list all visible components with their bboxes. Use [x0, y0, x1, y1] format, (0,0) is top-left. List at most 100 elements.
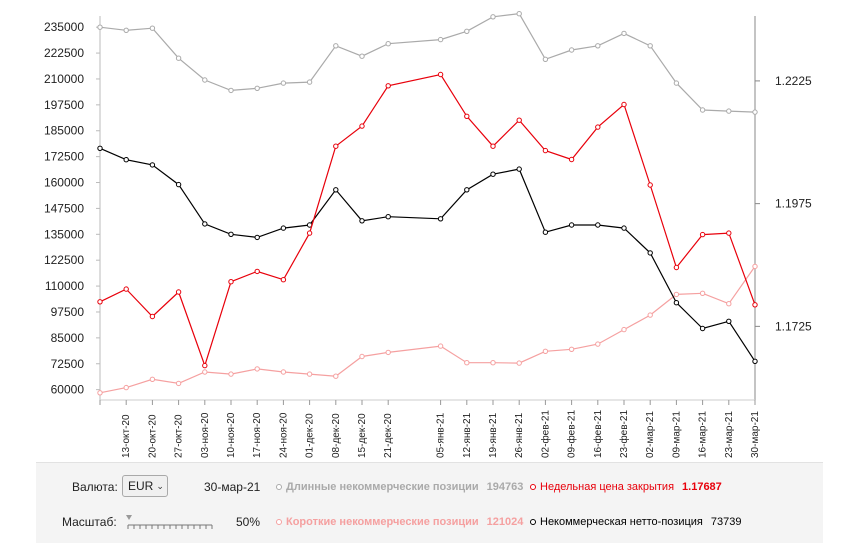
- series-point-1: [228, 371, 234, 377]
- series-point-2: [175, 181, 182, 188]
- series-point-0: [568, 47, 575, 53]
- scale-value: 50%: [236, 515, 261, 529]
- series-point-0: [123, 27, 129, 33]
- series-point-2: [228, 231, 234, 238]
- left-axis-label: 235000: [44, 20, 84, 34]
- series-point-1: [123, 384, 129, 391]
- series-point-0: [621, 30, 627, 37]
- legend-short-value: 121024: [486, 516, 524, 528]
- series-point-3: [516, 117, 522, 123]
- x-axis-label: 01-дек-20: [305, 413, 316, 458]
- x-axis: 13-окт-20 20-окт-20 27-окт-20 03-ноя-20 10-н…: [99, 399, 761, 458]
- legend-short-positions[interactable]: Короткие некоммерческие позиции 121024: [276, 516, 523, 528]
- series-point-3: [385, 83, 391, 89]
- x-axis-label: 23-мар-21: [724, 411, 735, 458]
- series-point-2: [647, 250, 653, 256]
- left-axis-label: 97500: [51, 305, 85, 319]
- legend-long-value: 194763: [486, 481, 524, 493]
- series-point-1: [647, 312, 653, 318]
- series-point-0: [333, 43, 339, 49]
- series-line-1: [99, 266, 756, 394]
- series-point-1: [437, 343, 444, 349]
- chart-series: [97, 11, 758, 396]
- series-line-2: [99, 147, 756, 362]
- x-axis-label: 02-фев-21: [539, 410, 551, 458]
- chart-controls-panel: Валюта: EUR ⌄ 30-мар-21 Длинные некоммер…: [36, 462, 823, 543]
- series-point-1: [726, 301, 732, 307]
- series-point-3: [280, 277, 287, 283]
- legend-weekly-close[interactable]: Недельная цена закрытия 1.17687: [530, 481, 722, 493]
- series-point-3: [175, 289, 182, 295]
- series-point-0: [673, 80, 680, 86]
- x-axis-label: 20-окт-20: [147, 414, 158, 458]
- x-axis-label: 15-дек-20: [357, 413, 368, 458]
- right-axis-label: 1.2225: [775, 74, 812, 88]
- series-point-0: [149, 25, 156, 31]
- series-point-1: [568, 346, 575, 352]
- currency-select[interactable]: EUR ⌄: [122, 475, 168, 497]
- x-axis-label: 17-ноя-20: [252, 412, 263, 458]
- series-point-2: [333, 187, 339, 193]
- series-point-3: [254, 268, 260, 275]
- series-line-3: [99, 73, 756, 368]
- left-axis-label: 197500: [44, 98, 84, 112]
- series-point-2: [673, 300, 680, 306]
- left-axis-label: 135000: [44, 227, 84, 241]
- x-axis-label: 13-окт-20: [121, 414, 132, 458]
- series-point-0: [647, 43, 653, 49]
- series-point-0: [726, 108, 732, 114]
- x-axis-label: 16-мар-21: [698, 411, 709, 458]
- series-point-2: [202, 221, 208, 227]
- x-axis-label: 30-мар-21: [750, 411, 761, 458]
- series-point-2: [726, 318, 732, 324]
- series-point-1: [175, 380, 182, 387]
- series-point-0: [752, 109, 758, 115]
- series-point-1: [306, 371, 313, 377]
- x-axis-label: 24-ноя-20: [278, 412, 289, 458]
- x-axis-label: 26-янв-21: [514, 412, 525, 458]
- series-point-1: [333, 373, 339, 379]
- legend-long-positions[interactable]: Длинные некоммерческие позиции 194763: [276, 481, 523, 493]
- series-point-1: [202, 369, 208, 375]
- series-point-0: [490, 14, 496, 20]
- series-point-1: [621, 326, 627, 333]
- series-point-2: [123, 157, 129, 163]
- series-point-0: [306, 79, 313, 85]
- series-point-0: [516, 11, 522, 17]
- series-point-0: [202, 77, 208, 83]
- legend-net-position[interactable]: Некоммерческая нетто-позиция 73739: [530, 516, 741, 528]
- series-point-3: [202, 362, 208, 369]
- series-point-0: [385, 41, 391, 47]
- currency-label: Валюта:: [72, 480, 118, 494]
- series-point-0: [699, 107, 706, 113]
- x-axis-label: 10-ноя-20: [226, 412, 237, 458]
- selected-date: 30-мар-21: [204, 480, 261, 494]
- left-axis-label: 185000: [44, 124, 84, 138]
- x-axis-label: 03-ноя-20: [200, 412, 211, 458]
- series-point-3: [359, 123, 365, 129]
- series-point-3: [306, 230, 313, 236]
- series-point-2: [149, 162, 156, 168]
- series-point-3: [542, 147, 549, 154]
- right-axis-labels: 1.2225 1.1975 1.1725: [775, 74, 812, 333]
- x-axis-label: 09-мар-21: [671, 411, 682, 458]
- currency-value: EUR: [128, 479, 154, 493]
- left-axis-label: 147500: [44, 201, 84, 215]
- series-point-2: [464, 187, 470, 193]
- series-point-2: [359, 218, 365, 224]
- left-axis-label: 72500: [51, 357, 85, 371]
- series-point-0: [542, 56, 549, 62]
- legend-price-value: 1.17687: [682, 481, 722, 493]
- series-point-3: [123, 286, 129, 292]
- series-line-0: [99, 13, 756, 113]
- series-point-3: [437, 71, 444, 78]
- left-axis-label: 110000: [45, 279, 84, 293]
- series-point-0: [280, 80, 287, 86]
- right-axis-label: 1.1975: [775, 197, 812, 211]
- series-point-0: [359, 53, 365, 59]
- series-point-1: [97, 390, 103, 396]
- scale-slider[interactable]: [126, 513, 214, 529]
- series-point-1: [464, 360, 470, 366]
- legend-short-marker-icon: [276, 519, 282, 525]
- series-point-3: [752, 302, 758, 308]
